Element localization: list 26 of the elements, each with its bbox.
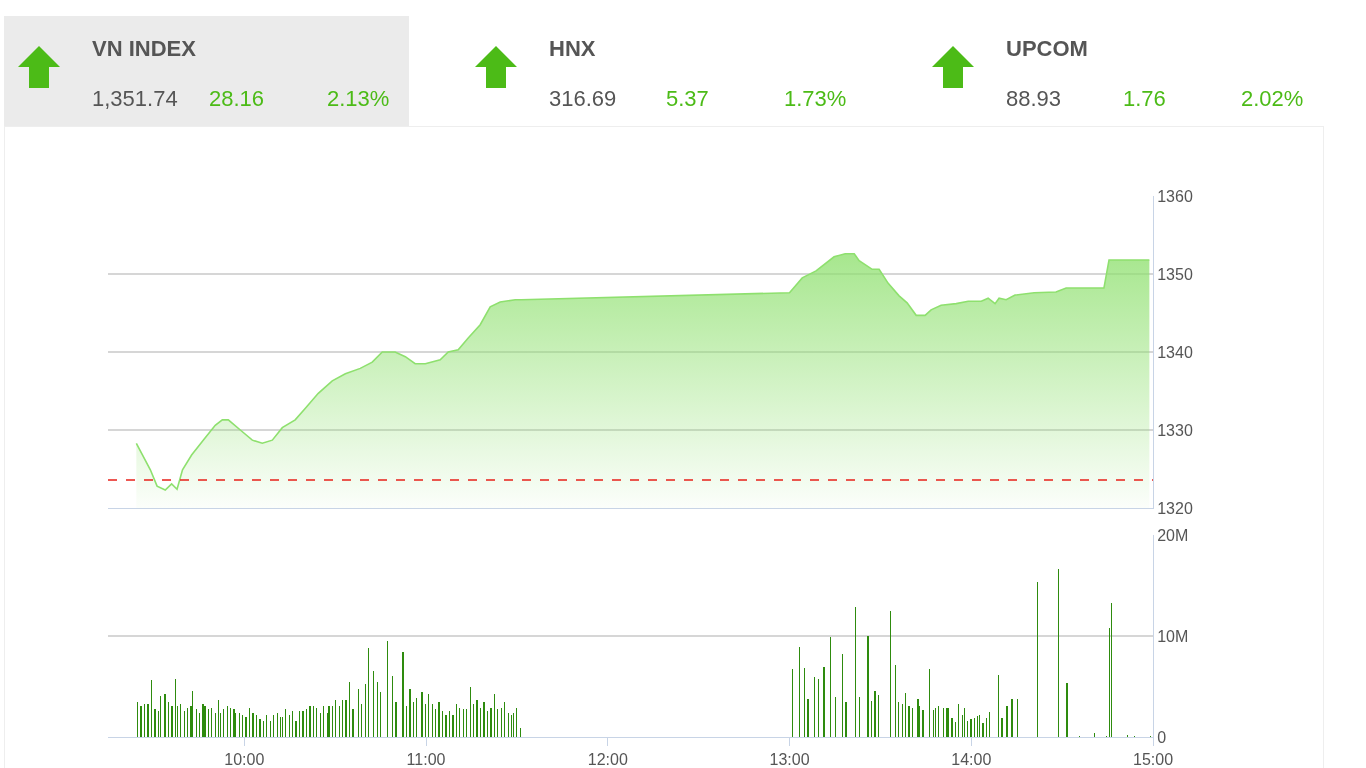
y-tick-label: 1330 [1157,421,1193,439]
y-tick-label: 1360 [1157,187,1193,205]
text: 1.76 [1123,86,1166,112]
text: HNX [549,36,596,62]
y-tick-label: 1350 [1157,265,1193,283]
text: 316.69 [549,86,617,112]
text: 1,351.74 [92,86,178,112]
text: 2.13% [327,86,390,112]
text: 2.02% [1241,86,1304,112]
y-tick-label: 10M [1157,627,1189,645]
y-tick-label: 0 [1157,728,1167,746]
x-tick-label: 14:00 [951,751,992,768]
text: 88.93 [1006,86,1062,112]
text: 28.16 [209,86,265,112]
x-tick-label: 10:00 [224,751,265,768]
text: VN INDEX [92,36,196,62]
text: 1.73% [784,86,847,112]
text: UPCOM [1006,36,1088,62]
x-tick-label: 12:00 [587,751,628,768]
y-tick-label: 1340 [1157,343,1193,361]
x-tick-label: 11:00 [406,751,446,768]
x-tick-label: 15:00 [1132,751,1174,768]
x-tick-label: 13:00 [769,751,810,768]
text: 5.37 [666,86,709,112]
y-tick-label: 20M [1157,526,1189,544]
y-tick-label: 1320 [1157,499,1193,517]
